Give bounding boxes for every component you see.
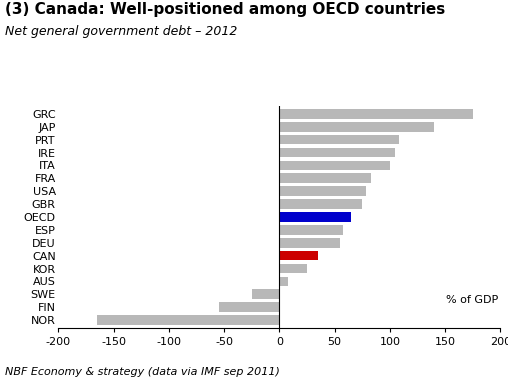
Bar	[279, 122, 434, 132]
Text: (3) Canada: Well-positioned among OECD countries: (3) Canada: Well-positioned among OECD c…	[5, 2, 446, 17]
Bar	[279, 161, 390, 170]
Text: Net general government debt – 2012: Net general government debt – 2012	[5, 25, 237, 38]
Bar	[279, 277, 288, 286]
Text: NBF Economy & strategy (data via IMF sep 2011): NBF Economy & strategy (data via IMF sep…	[5, 367, 280, 377]
Bar	[252, 290, 279, 299]
Bar	[279, 212, 351, 222]
Bar	[279, 135, 399, 144]
Bar	[279, 199, 362, 209]
Bar	[279, 251, 318, 260]
Bar	[279, 148, 395, 157]
Bar	[279, 186, 366, 196]
Bar	[279, 238, 340, 247]
Bar	[279, 264, 307, 273]
Bar	[97, 315, 279, 325]
Bar	[279, 174, 371, 183]
Text: % of GDP: % of GDP	[446, 294, 498, 305]
Bar	[218, 302, 279, 312]
Bar	[279, 225, 343, 235]
Bar	[279, 109, 473, 119]
